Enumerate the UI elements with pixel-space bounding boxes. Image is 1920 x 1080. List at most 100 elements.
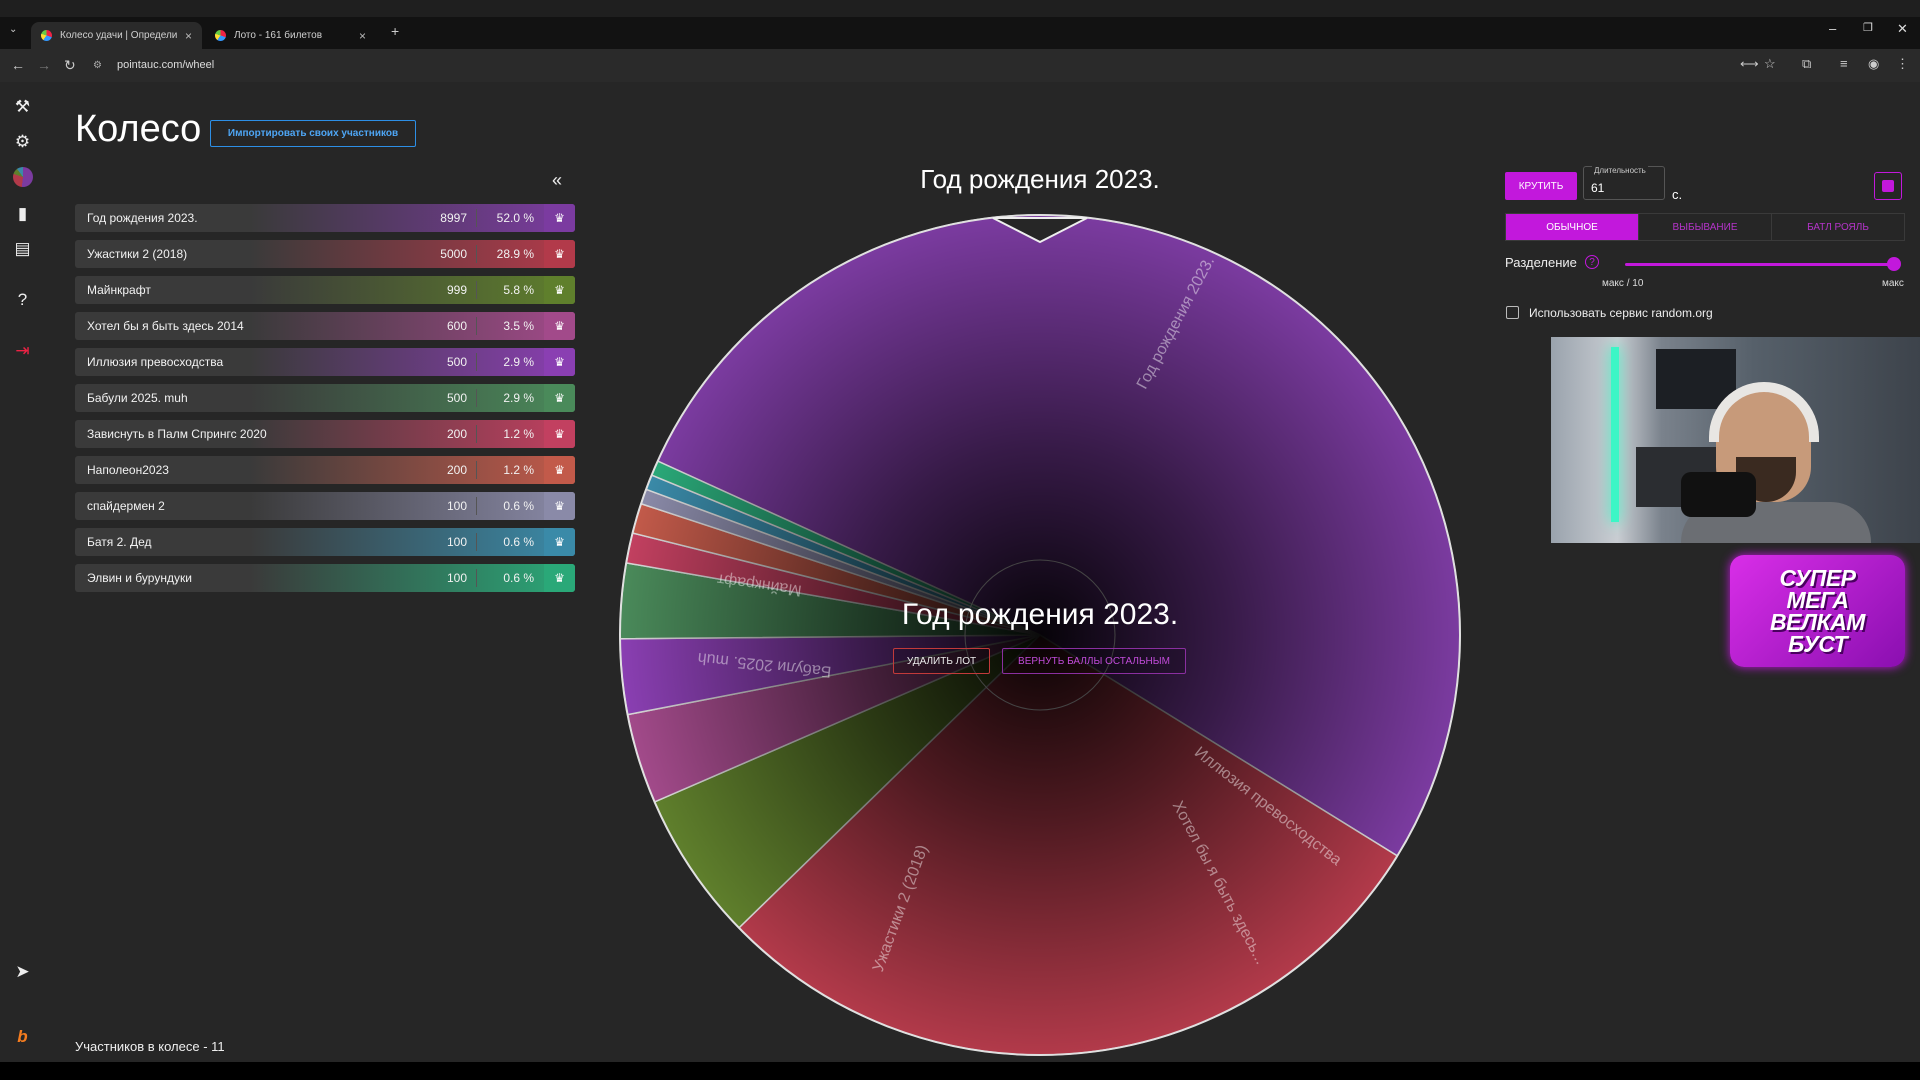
lot-winner-icon[interactable]: ♛ xyxy=(544,456,575,484)
lot-winner-icon[interactable]: ♛ xyxy=(544,564,575,592)
url-field[interactable]: ⚙ pointauc.com/wheel xyxy=(93,49,1736,82)
history-icon[interactable]: ▤ xyxy=(14,239,31,258)
lot-row[interactable]: Год рождения 2023. 8997 52.0 % ♛ xyxy=(75,204,575,232)
square-icon xyxy=(1882,180,1894,192)
duration-value[interactable]: 61 xyxy=(1591,181,1605,195)
lot-amount: 100 xyxy=(446,571,467,585)
lot-row[interactable]: Элвин и бурундуки 100 0.6 % ♛ xyxy=(75,564,575,592)
split-slider-thumb[interactable] xyxy=(1887,257,1901,271)
minimize-icon[interactable]: – xyxy=(1829,21,1837,36)
browser-tab-wheel[interactable]: Колесо удачи | Определите п × xyxy=(31,22,202,49)
close-tab-icon[interactable]: × xyxy=(184,28,192,43)
lot-percent: 0.6 % xyxy=(503,571,534,585)
extensions-icon[interactable]: ⧉ xyxy=(1802,56,1812,71)
bookmark-star-icon[interactable]: ☆ xyxy=(1764,56,1776,71)
app-sidebar: ⚒ ⚙ ▮ ▤ ? ⇥ ➤ b xyxy=(0,82,45,1062)
lot-divider xyxy=(476,209,477,227)
lot-name: Бабули 2025. muh xyxy=(87,391,188,405)
gear-icon[interactable]: ⚙ xyxy=(14,132,31,151)
wheel-pointer xyxy=(992,217,1088,244)
lot-amount: 8997 xyxy=(440,211,467,225)
lot-percent: 52.0 % xyxy=(496,211,534,225)
wheel-winner-title: Год рождения 2023. xyxy=(920,164,1160,194)
lot-winner-icon[interactable]: ♛ xyxy=(544,528,575,556)
lot-name: спайдермен 2 xyxy=(87,499,165,513)
tab-strip: ⌄ Колесо удачи | Определите п × Лото - 1… xyxy=(0,17,1920,49)
lot-divider xyxy=(476,569,477,587)
split-help-icon[interactable]: ? xyxy=(1585,255,1599,269)
split-slider-track[interactable] xyxy=(1625,263,1895,266)
lot-amount: 5000 xyxy=(440,247,467,261)
favicon-icon xyxy=(215,30,226,41)
wheel-icon[interactable] xyxy=(0,167,45,192)
lot-amount: 999 xyxy=(446,283,467,297)
boost-line: СУПЕР xyxy=(1779,565,1856,591)
random-org-checkbox[interactable] xyxy=(1506,306,1519,319)
profile-icon[interactable]: ◉ xyxy=(1868,56,1880,71)
menu-icon[interactable]: ⋮ xyxy=(1896,56,1909,71)
lot-row[interactable]: Майнкрафт 999 5.8 % ♛ xyxy=(75,276,575,304)
lot-row[interactable]: Батя 2. Дед 100 0.6 % ♛ xyxy=(75,528,575,556)
lot-amount: 100 xyxy=(446,535,467,549)
lot-name: Зависнуть в Палм Спрингс 2020 xyxy=(87,427,267,441)
lot-divider xyxy=(476,317,477,335)
spin-button[interactable]: КРУТИТЬ xyxy=(1505,172,1577,200)
tab-mode-elimination[interactable]: ВЫБЫВАНИЕ xyxy=(1639,214,1772,240)
lot-winner-icon[interactable]: ♛ xyxy=(544,384,575,412)
duration-unit: с. xyxy=(1672,187,1683,202)
lot-winner-icon[interactable]: ♛ xyxy=(544,420,575,448)
close-window-icon[interactable]: ✕ xyxy=(1897,21,1908,36)
site-info-icon[interactable]: ⚙ xyxy=(93,60,102,71)
lot-row[interactable]: Бабули 2025. muh 500 2.9 % ♛ xyxy=(75,384,575,412)
browser-chrome: ⌄ Колесо удачи | Определите п × Лото - 1… xyxy=(0,0,1920,82)
lot-divider xyxy=(476,425,477,443)
media-icon[interactable]: ≡ xyxy=(1840,56,1848,71)
tab-mode-normal[interactable]: ОБЫЧНОЕ xyxy=(1506,214,1639,240)
tab-search-icon[interactable]: ⌄ xyxy=(9,24,18,35)
lot-row[interactable]: спайдермен 2 100 0.6 % ♛ xyxy=(75,492,575,520)
lot-row[interactable]: Ужастики 2 (2018) 5000 28.9 % ♛ xyxy=(75,240,575,268)
lot-divider xyxy=(476,461,477,479)
wheel-chart[interactable]: Год рождения 2023.Ужастики 2 (2018)Майнк… xyxy=(615,210,1465,1060)
collapse-list-icon[interactable]: « xyxy=(552,170,563,190)
favicon-icon xyxy=(41,30,52,41)
new-tab-icon[interactable]: + xyxy=(391,23,400,39)
lot-winner-icon[interactable]: ♛ xyxy=(544,492,575,520)
telegram-icon[interactable]: ➤ xyxy=(15,962,30,981)
lot-row[interactable]: Иллюзия превосходства 500 2.9 % ♛ xyxy=(75,348,575,376)
translate-icon[interactable]: ⟷ xyxy=(1740,56,1759,71)
participants-count: Участников в колесе - 11 xyxy=(75,1039,225,1054)
webcam-overlay xyxy=(1551,337,1920,543)
restore-icon[interactable]: ❐ xyxy=(1863,22,1873,34)
statistics-icon[interactable]: ▮ xyxy=(17,204,28,223)
wheel-settings-button[interactable] xyxy=(1874,172,1902,200)
lot-divider xyxy=(476,497,477,515)
brand-logo-icon[interactable]: b xyxy=(17,1027,28,1046)
browser-tab-loto[interactable]: Лото - 161 билетов × xyxy=(205,22,376,49)
auction-hammer-icon[interactable]: ⚒ xyxy=(14,97,31,116)
lot-winner-icon[interactable]: ♛ xyxy=(544,348,575,376)
lot-row[interactable]: Наполеон2023 200 1.2 % ♛ xyxy=(75,456,575,484)
close-tab-icon[interactable]: × xyxy=(358,28,366,43)
help-icon[interactable]: ? xyxy=(17,290,28,309)
lot-divider xyxy=(476,353,477,371)
reload-icon[interactable]: ↻ xyxy=(64,57,76,73)
lot-winner-icon[interactable]: ♛ xyxy=(544,276,575,304)
lot-percent: 0.6 % xyxy=(503,535,534,549)
lot-row[interactable]: Хотел бы я быть здесь 2014 600 3.5 % ♛ xyxy=(75,312,575,340)
tab-title: Колесо удачи | Определите п xyxy=(60,30,177,41)
logout-icon[interactable]: ⇥ xyxy=(15,341,30,360)
lot-percent: 2.9 % xyxy=(503,391,534,405)
wheel-rim xyxy=(619,214,1461,1056)
lot-winner-icon[interactable]: ♛ xyxy=(544,240,575,268)
return-points-button[interactable]: ВЕРНУТЬ БАЛЛЫ ОСТАЛЬНЫМ xyxy=(1002,648,1186,674)
split-min-label: макс / 10 xyxy=(1602,278,1644,289)
import-participants-button[interactable]: Импортировать своих участников xyxy=(210,120,416,147)
lot-row[interactable]: Зависнуть в Палм Спрингс 2020 200 1.2 % ♛ xyxy=(75,420,575,448)
tab-mode-battle-royale[interactable]: БАТЛ РОЯЛЬ xyxy=(1807,221,1869,233)
lot-winner-icon[interactable]: ♛ xyxy=(544,204,575,232)
back-icon[interactable]: ← xyxy=(11,57,25,73)
lot-winner-icon[interactable]: ♛ xyxy=(544,312,575,340)
forward-icon[interactable]: → xyxy=(37,57,51,73)
delete-lot-button[interactable]: УДАЛИТЬ ЛОТ xyxy=(893,648,990,674)
